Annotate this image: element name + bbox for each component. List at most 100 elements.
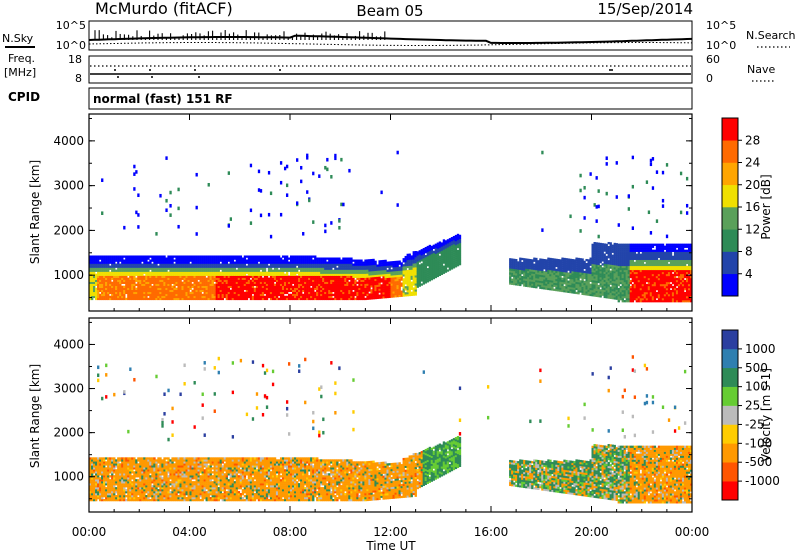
power-cell	[281, 267, 285, 270]
power-cell	[217, 289, 220, 293]
power-cell	[211, 287, 214, 291]
power-cell	[169, 265, 172, 268]
power-cell	[326, 157, 329, 162]
power-cell	[211, 263, 214, 266]
power-cell	[113, 277, 116, 280]
power-cell	[316, 297, 319, 301]
power-cell	[308, 263, 311, 266]
power-cell	[275, 261, 279, 264]
power-cell	[324, 165, 327, 170]
power-cell	[207, 279, 210, 282]
power-cell	[97, 287, 100, 291]
power-cell	[177, 291, 180, 295]
power-cell	[275, 277, 279, 280]
power-cell	[159, 269, 162, 272]
power-cell	[547, 279, 550, 283]
power-cell	[448, 264, 452, 267]
power-cell	[322, 289, 325, 293]
power-cell	[394, 266, 397, 270]
power-cell	[275, 265, 279, 268]
power-cell	[410, 275, 413, 278]
power-cell	[111, 287, 114, 291]
power-cell	[209, 285, 212, 289]
power-cell	[298, 279, 301, 282]
power-cell	[207, 182, 210, 187]
power-cell	[233, 285, 237, 289]
power-cell	[97, 291, 100, 295]
power-cell	[237, 283, 241, 286]
power-cell	[161, 281, 164, 284]
power-cell	[603, 247, 606, 250]
power-cell	[215, 263, 218, 266]
power-cell	[302, 277, 305, 280]
power-cell	[281, 291, 285, 295]
power-cell	[203, 285, 206, 289]
power-cell	[283, 273, 287, 276]
power-cell	[529, 273, 532, 276]
power-cell	[141, 297, 144, 301]
power-cell	[533, 285, 536, 289]
power-cell	[175, 277, 178, 280]
power-cell	[211, 277, 214, 280]
power-cell	[135, 287, 138, 291]
power-cell	[155, 263, 158, 266]
power-cell	[115, 293, 118, 297]
power-cell	[607, 246, 610, 249]
power-cell	[350, 269, 353, 272]
power-cell	[316, 265, 319, 268]
power-cell	[145, 293, 148, 297]
power-cell	[165, 267, 168, 270]
power-cell	[531, 285, 534, 288]
power-cell	[553, 278, 556, 281]
power-cell	[551, 272, 554, 275]
power-cell	[91, 263, 94, 266]
power-cell	[159, 281, 162, 284]
power-cell	[537, 280, 540, 283]
power-cell	[296, 285, 299, 289]
power-cell	[342, 287, 345, 291]
power-cell	[601, 289, 604, 292]
power-cell	[320, 263, 323, 266]
power-cell	[358, 293, 361, 297]
power-cell	[422, 280, 425, 283]
power-cell	[223, 259, 226, 262]
power-cell	[434, 273, 438, 277]
power-cell	[296, 297, 299, 301]
power-cell	[322, 287, 325, 291]
power-cell	[346, 289, 349, 293]
power-cell	[107, 275, 110, 278]
power-cell	[308, 255, 311, 258]
power-cell	[362, 271, 365, 274]
power-cell	[231, 281, 235, 284]
power-cell	[121, 297, 124, 301]
freq-panel: Freq. [MHz] 18 8 60 0 Nave	[4, 52, 776, 85]
power-cell	[163, 269, 166, 272]
power-cell	[175, 283, 178, 286]
power-cell	[619, 251, 622, 254]
power-cell	[229, 291, 233, 295]
power-cell	[374, 286, 377, 290]
power-cell	[199, 255, 202, 258]
power-cell	[589, 291, 592, 295]
power-cell	[225, 255, 228, 258]
power-cell	[440, 254, 444, 257]
power-cell	[300, 283, 303, 286]
power-cell	[195, 285, 198, 289]
power-cell	[261, 261, 265, 264]
power-cell	[394, 274, 397, 278]
power-cell	[573, 275, 576, 278]
power-cell	[243, 271, 247, 274]
power-cell	[541, 272, 544, 276]
power-cell	[362, 289, 365, 293]
power-cell	[593, 286, 596, 289]
power-cell	[217, 283, 220, 286]
power-cell	[577, 273, 580, 277]
power-cell	[310, 293, 313, 297]
power-cell	[318, 279, 321, 282]
power-cell	[565, 258, 568, 261]
freq-unit-label: [MHz]	[4, 66, 36, 79]
power-cell	[221, 263, 224, 266]
power-cell	[565, 282, 568, 285]
power-cell	[161, 289, 164, 293]
power-cell	[605, 296, 608, 299]
